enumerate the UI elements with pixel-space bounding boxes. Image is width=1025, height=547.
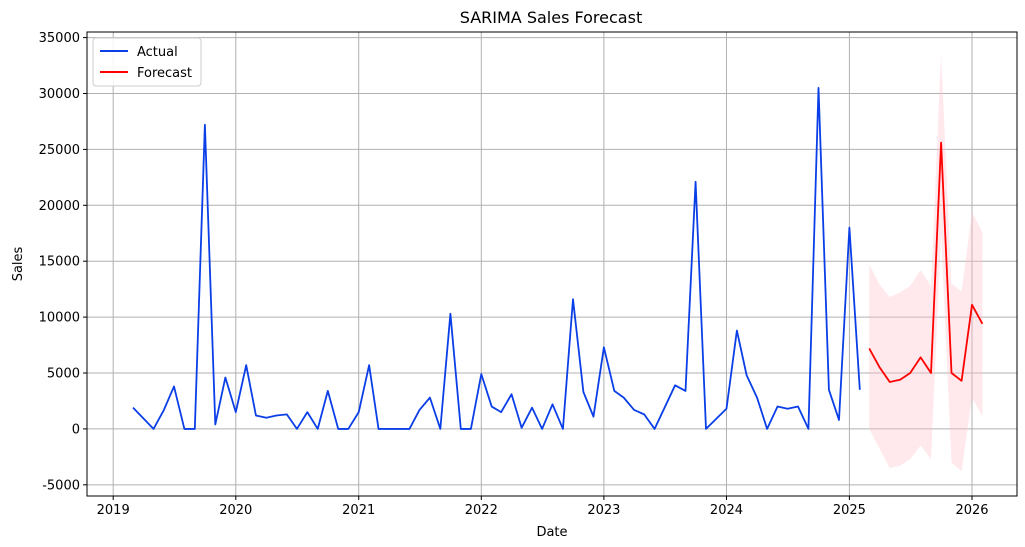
legend-label-actual: Actual — [137, 45, 178, 60]
x-tick-label: 2022 — [465, 503, 498, 518]
legend-label-forecast: Forecast — [137, 66, 192, 81]
y-tick-label: 35000 — [39, 31, 80, 46]
x-tick-label: 2019 — [97, 503, 130, 518]
confidence-band-layer — [869, 53, 983, 472]
x-axis-label: Date — [536, 525, 567, 540]
y-tick-label: -5000 — [42, 478, 80, 493]
forecast-confidence-band — [869, 53, 983, 472]
y-tick-label: 30000 — [39, 87, 80, 102]
legend: Actual Forecast — [92, 37, 202, 87]
series-line-actual — [132, 87, 861, 430]
y-tick-label: 20000 — [39, 199, 80, 214]
ticks: 2019 2020 2021 2022 2023 2024 2025 2026 -5000 0 50… — [39, 31, 989, 518]
y-tick-label: 10000 — [39, 311, 80, 326]
series-layer — [132, 87, 984, 430]
y-tick-label: 5000 — [47, 367, 80, 382]
plot-background — [87, 32, 1017, 496]
x-tick-label: 2023 — [587, 503, 620, 518]
grid — [87, 32, 1017, 496]
y-axis-label: Sales — [11, 246, 26, 281]
x-tick-label: 2024 — [710, 503, 743, 518]
x-tick-label: 2020 — [219, 503, 252, 518]
x-tick-label: 2026 — [955, 503, 988, 518]
y-tick-label: 15000 — [39, 255, 80, 270]
x-tick-label: 2025 — [833, 503, 866, 518]
y-tick-label: 25000 — [39, 143, 80, 158]
plot-frame — [86, 31, 1018, 497]
x-tick-label: 2021 — [342, 503, 375, 518]
chart-title: SARIMA Sales Forecast — [460, 8, 642, 27]
y-tick-label: 0 — [72, 422, 80, 437]
series-line-forecast — [868, 141, 984, 383]
